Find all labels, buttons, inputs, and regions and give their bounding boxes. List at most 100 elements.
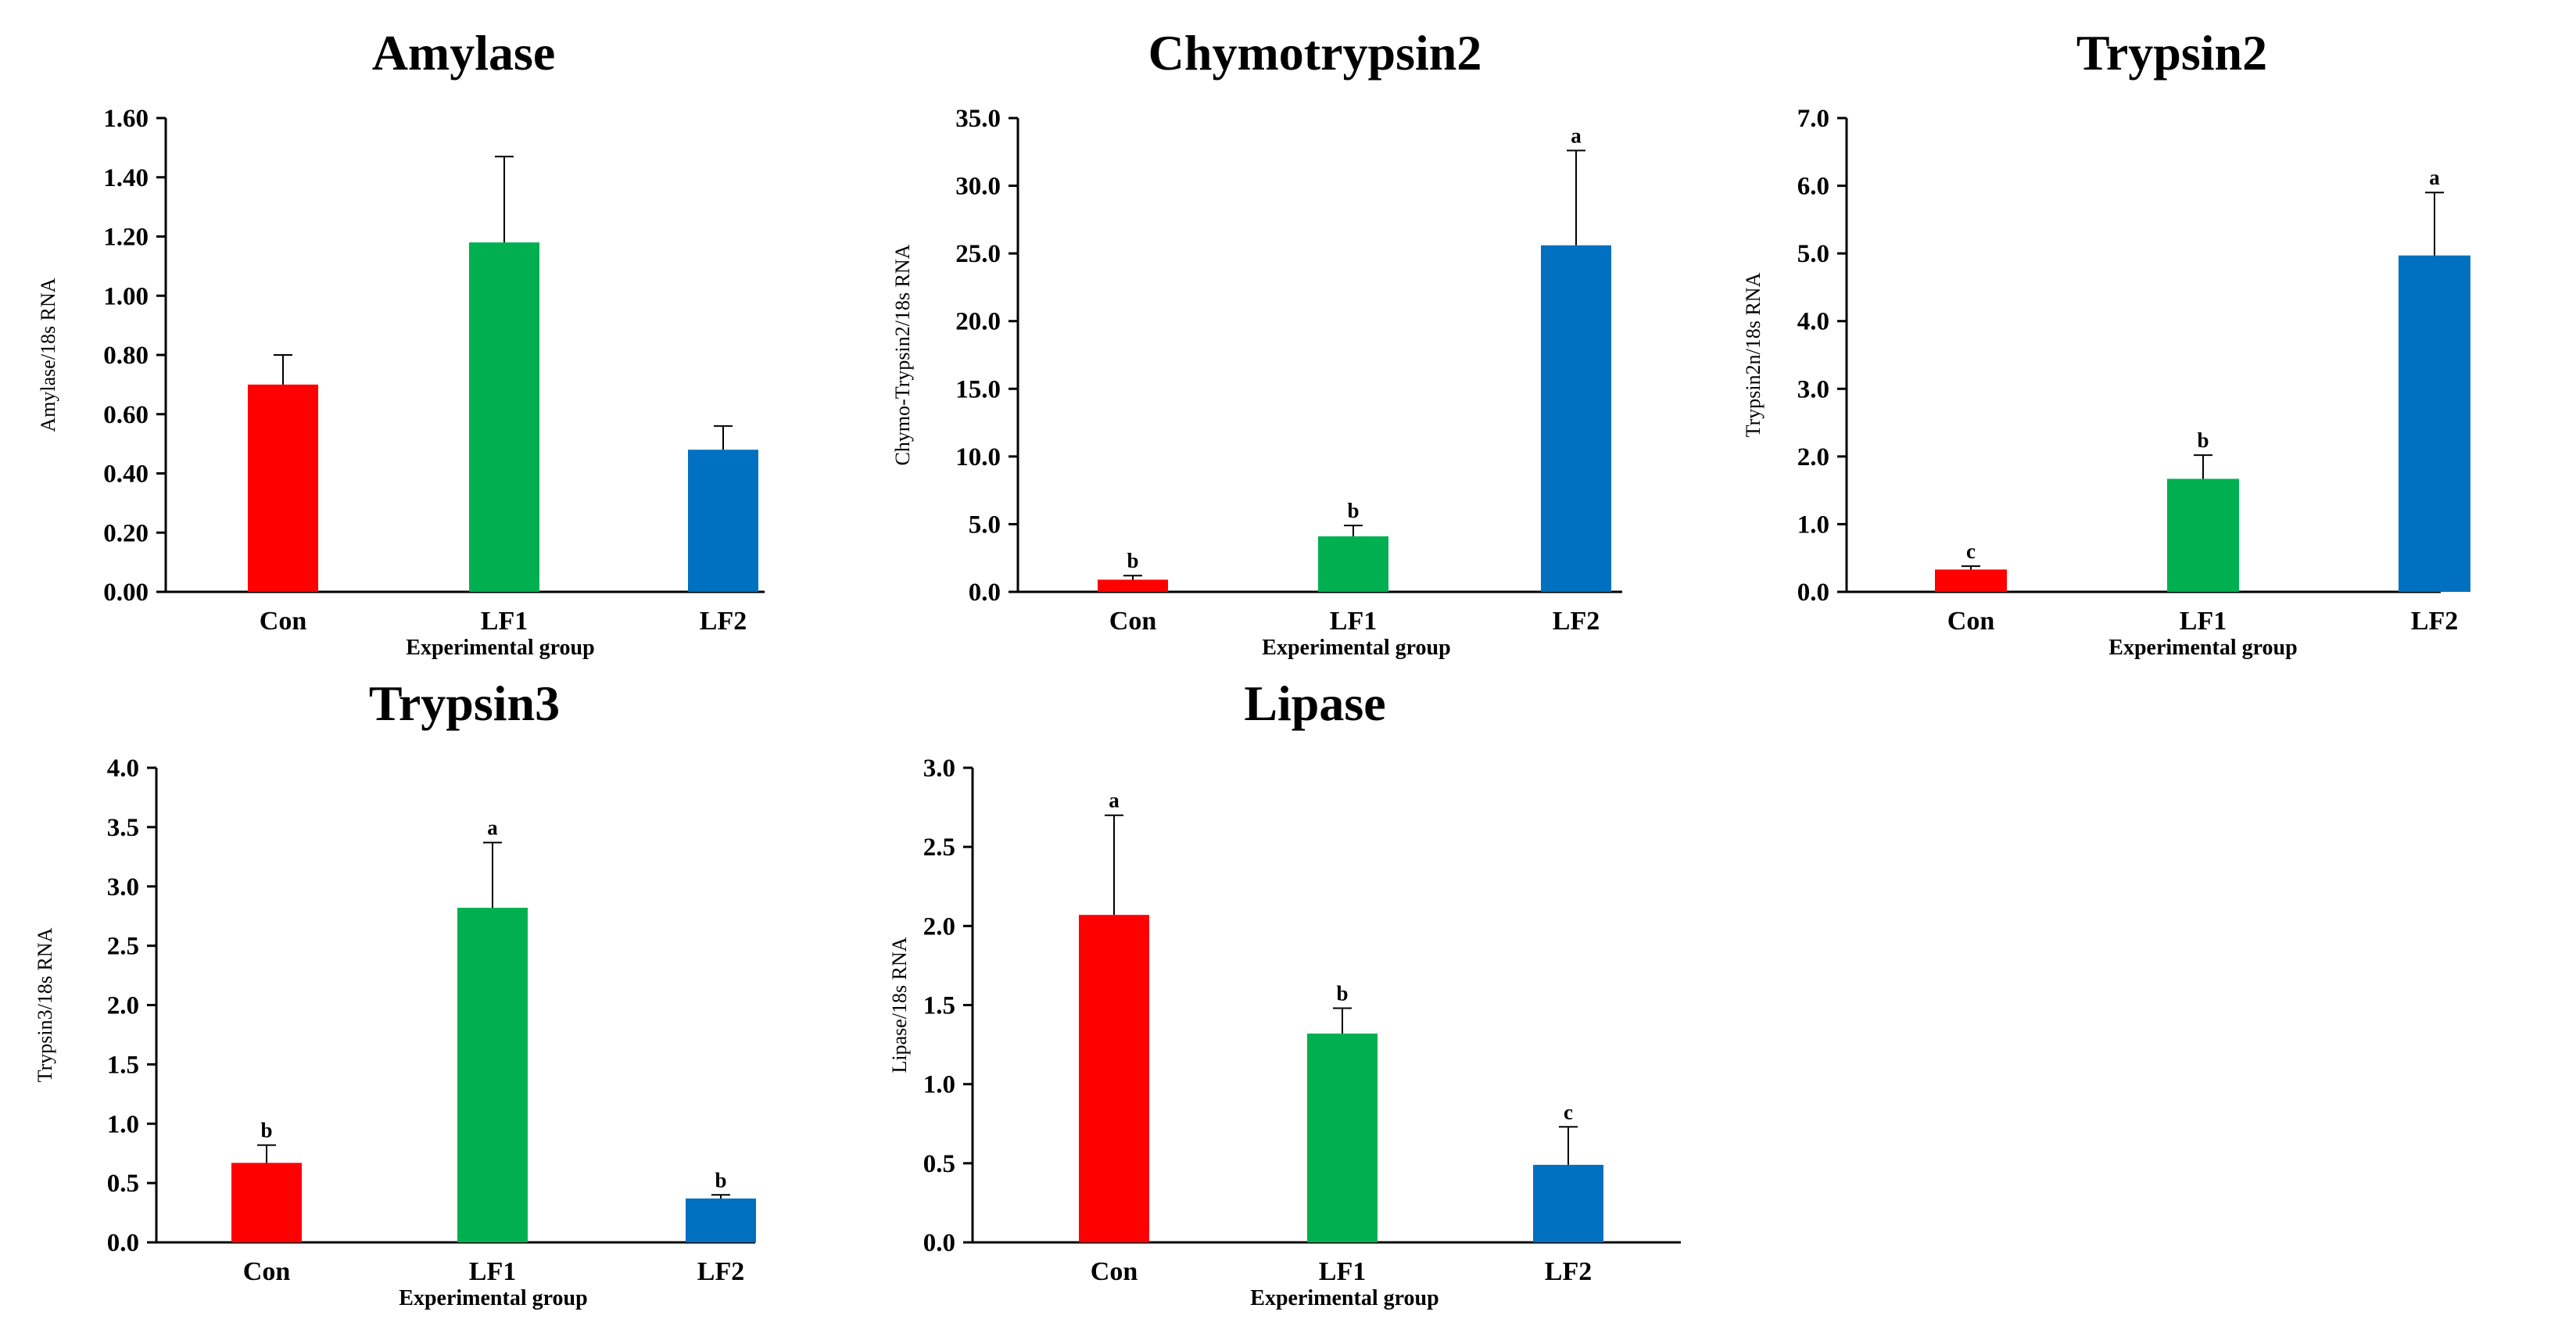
significance-label: c	[1564, 1100, 1573, 1124]
chart-title: Trypsin2	[2076, 25, 2267, 81]
y-tick-label: 1.0	[1797, 511, 1829, 539]
significance-label: c	[1966, 539, 1976, 563]
y-tick-label: 0.5	[107, 1170, 139, 1198]
y-axis-label: Chymo-Trypsin2/18s RNA	[891, 244, 914, 465]
category-label: LF2	[2411, 607, 2458, 636]
significance-label: b	[2197, 428, 2209, 452]
y-tick-label: 2.0	[1797, 443, 1829, 471]
x-axis-label: Experimental group	[1250, 1286, 1438, 1310]
y-tick-label: 6.0	[1797, 173, 1829, 201]
bar-lf2	[688, 450, 758, 592]
y-tick-label: 2.5	[923, 833, 955, 862]
chart-panel-chymotrypsin2: Chymotrypsin2 0.0 5.0 10.0 15.0 20.0 25.0 30.0 3…	[891, 25, 1622, 660]
category-label: LF2	[1545, 1257, 1592, 1286]
bar-con	[1079, 915, 1149, 1242]
bar-lf1	[1318, 536, 1388, 592]
y-tick-label: 2.0	[107, 992, 139, 1020]
bar-lf1	[457, 908, 528, 1242]
bar-con	[248, 384, 318, 592]
y-tick-label: 1.00	[103, 282, 149, 310]
y-tick-label: 2.0	[923, 912, 955, 941]
category-label: LF1	[469, 1257, 516, 1286]
chart-panel-trypsin3: Trypsin3 0.0 0.5 1.0 1.5 2.0 2.5 3.0 3.5 4.0 Tryps…	[34, 676, 756, 1310]
y-tick-label: 0.00	[103, 579, 149, 607]
y-tick-label: 7.0	[1797, 105, 1829, 133]
y-axis-label: Amylase/18s RNA	[37, 278, 59, 432]
category-label: Con	[243, 1257, 291, 1286]
significance-label: a	[1571, 124, 1582, 148]
chart-panel-lipase: Lipase 0.0 0.5 1.0 1.5 2.0 2.5 3.0 Lipase/18s RN…	[888, 676, 1681, 1310]
category-label: LF1	[481, 607, 528, 636]
y-tick-label: 3.0	[107, 873, 139, 901]
y-tick-label: 0.60	[103, 401, 149, 429]
significance-label: a	[487, 816, 498, 840]
y-tick-label: 3.5	[107, 814, 139, 842]
significance-label: b	[1336, 982, 1348, 1005]
y-tick-label: 1.0	[107, 1110, 139, 1138]
category-label: LF2	[1553, 607, 1600, 636]
chart-title: Amylase	[372, 25, 556, 81]
y-axis-label: Lipase/18s RNA	[888, 937, 911, 1073]
y-tick-label: 35.0	[955, 105, 1001, 133]
bar-lf2	[2399, 255, 2470, 592]
category-label: Con	[1091, 1257, 1138, 1286]
significance-label: b	[715, 1168, 726, 1192]
y-tick-label: 1.20	[103, 224, 149, 252]
y-tick-label: 10.0	[955, 443, 1001, 471]
y-tick-label: 25.0	[955, 240, 1001, 268]
y-tick-label: 0.20	[103, 519, 149, 547]
bar-lf1	[1307, 1033, 1378, 1242]
y-tick-label: 1.5	[923, 992, 955, 1020]
bar-lf2	[1541, 245, 1611, 592]
category-label: LF1	[1330, 607, 1377, 636]
chart-panel-trypsin2: Trypsin2 0.0 1.0 2.0 3.0 4.0 5.0 6.0 7.0 Trypsin2…	[1742, 25, 2470, 660]
y-tick-label: 15.0	[955, 375, 1001, 403]
y-tick-label: 0.80	[103, 342, 149, 370]
y-tick-label: 5.0	[969, 511, 1001, 539]
bar-lf2	[1533, 1164, 1603, 1242]
category-label: Con	[1947, 607, 1995, 636]
significance-label: a	[1109, 789, 1120, 812]
y-tick-label: 1.40	[103, 164, 149, 192]
y-tick-label: 30.0	[955, 173, 1001, 201]
y-tick-label: 2.5	[107, 933, 139, 961]
y-tick-label: 0.5	[923, 1150, 955, 1178]
y-tick-label: 1.0	[923, 1071, 955, 1099]
y-axis-label: Trypsin2n/18s RNA	[1742, 272, 1765, 437]
significance-label: a	[2429, 166, 2440, 189]
significance-label: b	[260, 1119, 272, 1142]
category-label: LF2	[700, 607, 747, 636]
y-tick-label: 0.0	[1797, 579, 1829, 607]
bar-lf1	[469, 242, 539, 592]
category-label: Con	[1109, 607, 1157, 636]
y-axis-label: Trypsin3/18s RNA	[34, 927, 56, 1082]
chart-title: Chymotrypsin2	[1148, 25, 1482, 81]
y-tick-label: 3.0	[1797, 375, 1829, 403]
bar-con	[1935, 569, 2007, 592]
category-label: LF1	[2180, 607, 2227, 636]
category-label: LF2	[697, 1257, 744, 1286]
chart-panel-amylase: Amylase 0.00 0.20 0.40 0.60 0.80 1.00 1.20 1.40 1…	[37, 25, 765, 660]
bar-lf1	[2167, 478, 2239, 592]
x-axis-label: Experimental group	[399, 1286, 587, 1310]
x-axis-label: Experimental group	[406, 636, 594, 660]
x-axis-label: Experimental group	[2108, 636, 2297, 660]
y-tick-label: 0.40	[103, 461, 149, 489]
bar-con	[231, 1163, 302, 1242]
significance-label: b	[1347, 499, 1359, 522]
bar-lf2	[686, 1198, 756, 1242]
x-axis-label: Experimental group	[1262, 636, 1450, 660]
y-tick-label: 1.60	[103, 105, 149, 133]
y-tick-label: 0.0	[923, 1229, 955, 1257]
y-tick-label: 5.0	[1797, 240, 1829, 268]
y-tick-label: 3.0	[923, 754, 955, 783]
chart-title: Trypsin3	[369, 676, 560, 731]
category-label: Con	[260, 607, 307, 636]
category-label: LF1	[1319, 1257, 1366, 1286]
chart-title: Lipase	[1244, 676, 1385, 731]
y-tick-label: 0.0	[969, 579, 1001, 607]
y-tick-label: 4.0	[107, 754, 139, 783]
y-tick-label: 4.0	[1797, 308, 1829, 336]
y-tick-label: 1.5	[107, 1051, 139, 1079]
